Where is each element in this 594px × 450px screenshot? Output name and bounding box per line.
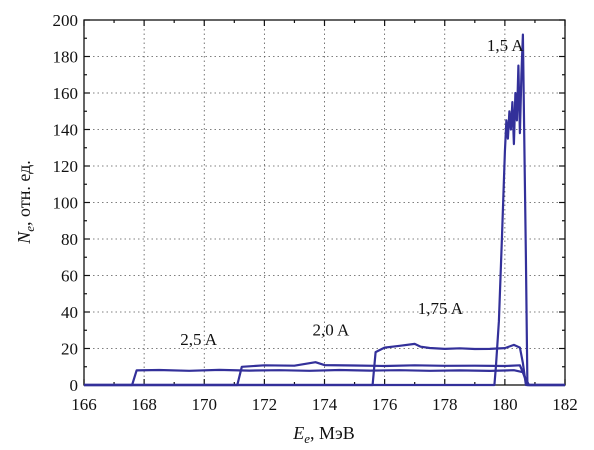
series-line-3 bbox=[84, 33, 565, 387]
series-line-2 bbox=[84, 342, 565, 387]
x-tick-label: 174 bbox=[312, 395, 338, 414]
series-label-1: 2,0 A bbox=[312, 321, 350, 340]
y-tick-label: 180 bbox=[53, 48, 79, 67]
series-layer bbox=[84, 33, 565, 387]
y-tick-label: 160 bbox=[53, 84, 79, 103]
x-tick-label: 168 bbox=[131, 395, 157, 414]
x-axis-title: Ee, МэВ bbox=[292, 423, 355, 446]
x-tick-label: 172 bbox=[252, 395, 278, 414]
series-label-0: 2,5 A bbox=[180, 330, 218, 349]
y-tick-label: 80 bbox=[61, 230, 78, 249]
y-tick-label: 140 bbox=[53, 121, 79, 140]
y-tick-label: 100 bbox=[53, 194, 79, 213]
y-tick-label: 120 bbox=[53, 157, 79, 176]
y-tick-label: 60 bbox=[61, 267, 78, 286]
series-labels: 2,5 A 2,0 A 1,75 A 1,5 A bbox=[180, 36, 524, 349]
y-tick-label: 20 bbox=[61, 340, 78, 359]
x-tick-label: 166 bbox=[71, 395, 97, 414]
series-label-2: 1,75 A bbox=[418, 299, 464, 318]
y-axis-title: Ne, отн. ед. bbox=[14, 160, 37, 244]
x-tick-label: 178 bbox=[432, 395, 458, 414]
y-tick-label: 0 bbox=[70, 376, 79, 395]
y-tick-label: 40 bbox=[61, 303, 78, 322]
x-tick-label: 170 bbox=[192, 395, 218, 414]
x-tick-label: 182 bbox=[552, 395, 578, 414]
x-tick-label: 176 bbox=[372, 395, 398, 414]
series-label-3: 1,5 A bbox=[487, 36, 525, 55]
series-line-1 bbox=[84, 361, 565, 387]
axis-ticks: 166 168 170 172 174 176 178 180 182 0 20 40 60 80 100 1… bbox=[53, 11, 578, 414]
series-line-0 bbox=[84, 368, 565, 387]
y-tick-label: 200 bbox=[53, 11, 79, 30]
x-tick-label: 180 bbox=[492, 395, 518, 414]
